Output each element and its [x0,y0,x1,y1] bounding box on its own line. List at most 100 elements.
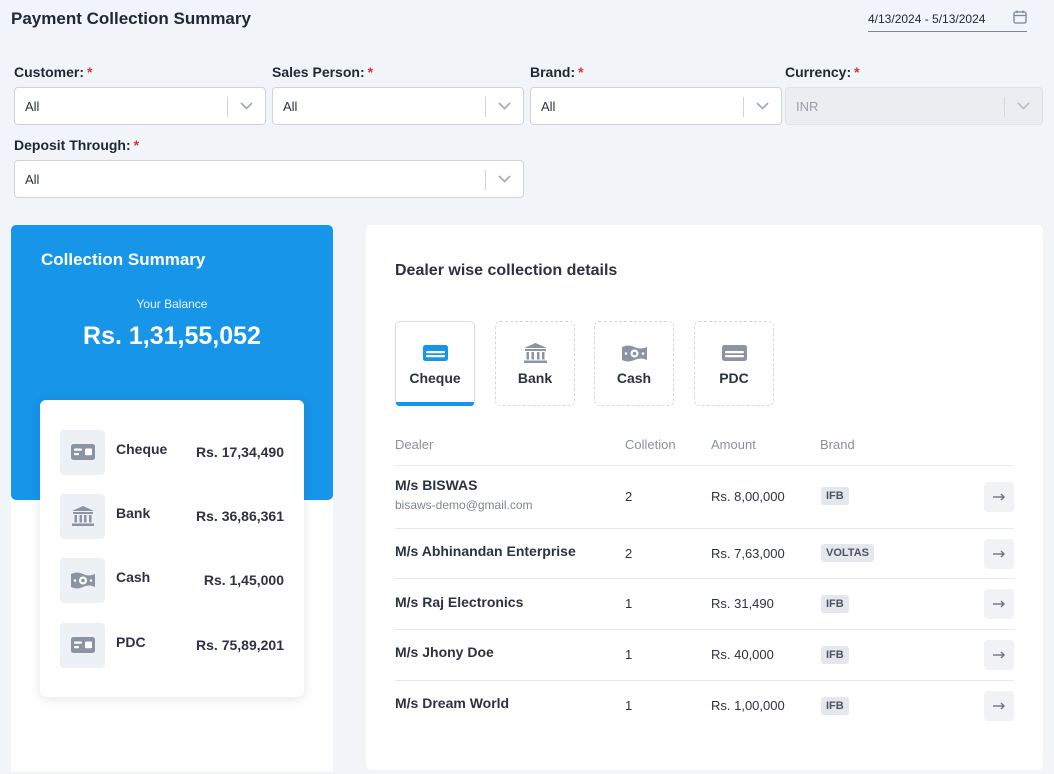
brand-select-value: All [541,98,556,114]
arrow-right-icon [993,550,1005,558]
customer-select[interactable]: All [14,87,266,125]
collection-amount: Rs. 31,490 [711,596,774,611]
method-amount: Rs. 17,34,490 [196,444,284,460]
chevron-down-icon[interactable] [498,174,511,184]
tab-label: Cheque [409,369,461,386]
collection-amount: Rs. 1,00,000 [711,698,785,713]
currency-filter: Currency: * INR [785,64,1043,125]
sales-person-select[interactable]: All [272,87,524,125]
tab-cash[interactable]: Cash [594,321,674,406]
date-range-picker[interactable]: 4/13/2024 - 5/13/2024 [868,6,1027,32]
select-separator [227,97,228,117]
calendar-icon[interactable] [1013,10,1027,24]
method-row-cash: Cash Rs. 1,45,000 [60,557,284,603]
dealer-name: M/s Abhinandan Enterprise [395,543,576,559]
dealer-details-card [366,225,1043,770]
view-details-button[interactable] [984,640,1014,670]
brand-select[interactable]: All [530,87,782,125]
required-mark: * [367,64,374,80]
collection-count: 1 [625,647,633,662]
pdc-icon [721,344,747,361]
deposit-through-label: Deposit Through: [14,137,131,153]
currency-select-value: INR [796,98,819,114]
chevron-down-icon[interactable] [756,101,769,111]
table-row: M/s BISWAS bisaws-demo@gmail.com 2 Rs. 8… [395,465,1014,528]
collection-amount: Rs. 7,63,000 [711,546,785,561]
select-separator [485,170,486,190]
method-amount: Rs. 75,89,201 [196,637,284,653]
chevron-down-icon[interactable] [498,101,511,111]
table-row: M/s Abhinandan Enterprise 2 Rs. 7,63,000… [395,528,1014,578]
brand-label: Brand: [530,64,576,80]
date-range-value: 4/13/2024 - 5/13/2024 [868,11,986,26]
select-separator [485,97,486,117]
sales-person-select-value: All [283,98,298,114]
collection-amount: Rs. 8,00,000 [711,489,785,504]
tab-label: Cash [616,369,652,386]
view-details-button[interactable] [984,539,1014,569]
table-row: M/s Dream World 1 Rs. 1,00,000 IFB [395,680,1014,730]
collection-summary-title: Collection Summary [41,250,206,269]
dealer-name: M/s BISWAS [395,477,478,493]
collection-count: 2 [625,489,633,504]
table-row: M/s Raj Electronics 1 Rs. 31,490 IFB [395,578,1014,629]
tab-cheque[interactable]: Cheque [395,321,475,406]
column-header-dealer: Dealer [395,437,434,452]
method-amount: Rs. 36,86,361 [196,508,284,524]
tab-label: PDC [719,369,749,386]
sales-person-label: Sales Person: [272,64,365,80]
required-mark: * [133,137,140,153]
collection-count: 1 [625,596,633,611]
currency-label: Currency: [785,64,852,80]
required-mark: * [578,64,584,80]
balance-label: Your Balance [136,297,208,311]
select-separator [743,97,744,117]
view-details-button[interactable] [984,589,1014,619]
tab-label: Bank [517,369,553,386]
method-row-cheque: Cheque Rs. 17,34,490 [60,429,284,475]
bank-icon [523,342,547,363]
balance-value: Rs. 1,31,55,052 [83,322,261,350]
pdc-icon [70,637,95,653]
dealer-name: M/s Raj Electronics [395,594,524,610]
method-icon-box [60,493,105,539]
select-separator [1004,97,1005,117]
view-details-button[interactable] [984,482,1014,512]
collection-amount: Rs. 40,000 [711,647,774,662]
method-icon-box [60,429,105,475]
method-row-bank: Bank Rs. 36,86,361 [60,493,284,539]
customer-select-value: All [25,98,40,114]
payment-methods-card: Cheque Rs. 17,34,490 Bank Rs. 36,86,361 [40,400,304,697]
brand-badge: IFB [821,595,849,613]
method-amount: Rs. 1,45,000 [203,572,284,588]
deposit-through-filter: Deposit Through: * All [14,137,524,198]
dealer-name: M/s Dream World [395,695,510,711]
tab-bank[interactable]: Bank [495,321,575,406]
brand-filter: Brand: * All [530,64,782,125]
customer-filter: Customer: * All [14,64,266,125]
required-mark: * [87,64,93,80]
dealer-name: M/s Jhony Doe [395,644,494,660]
chevron-down-icon[interactable] [240,101,253,111]
brand-badge: VOLTAS [821,544,874,562]
method-name: PDC [116,634,146,650]
view-details-button[interactable] [984,691,1014,721]
arrow-right-icon [993,651,1005,659]
deposit-through-select[interactable]: All [14,160,524,198]
arrow-right-icon [993,493,1005,501]
tab-pdc[interactable]: PDC [694,321,774,406]
currency-select: INR [785,87,1043,125]
column-header-brand: Brand [820,437,855,452]
column-header-amount: Amount [711,437,756,452]
method-name: Bank [116,505,151,521]
chevron-down-icon [1017,102,1030,110]
method-row-pdc: PDC Rs. 75,89,201 [60,622,284,668]
dealer-details-title: Dealer wise collection details [395,262,618,279]
collection-count: 1 [625,698,633,713]
table-row: M/s Jhony Doe 1 Rs. 40,000 IFB [395,629,1014,680]
cash-icon [621,345,647,361]
method-icon-box [60,557,105,603]
collection-count: 2 [625,546,633,561]
method-name: Cheque [116,441,168,457]
arrow-right-icon [993,702,1005,710]
